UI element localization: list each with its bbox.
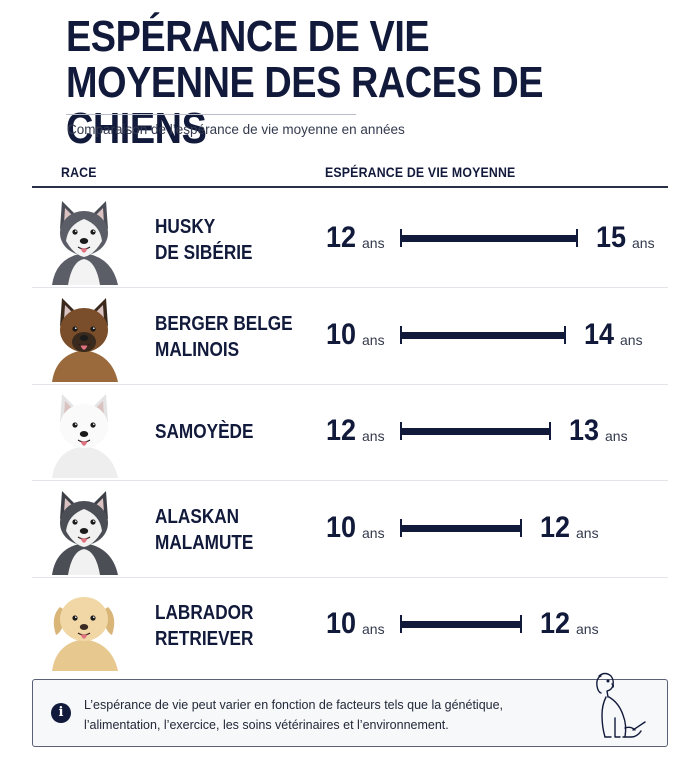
breed-name: BERGER BELGE MALINOIS [155, 311, 327, 363]
page-subtitle: Comparaison de l’espérance de vie moyenn… [67, 122, 405, 137]
min-years-value: 12 [326, 414, 357, 447]
max-years-unit: ans [576, 524, 599, 541]
dog-portrait-husky-photo [52, 201, 118, 285]
breed-name: SAMOYÈDE [155, 419, 327, 445]
info-icon: i [51, 703, 71, 723]
life-expectancy-range-bar [400, 331, 566, 339]
row-divider [32, 480, 668, 481]
life-expectancy-range-bar [400, 621, 522, 628]
dog-portrait-samoyed-photo [52, 394, 118, 478]
min-years-value: 10 [326, 510, 357, 544]
breed-row: ALASKAN MALAMUTE 10 ans 12 ans [32, 482, 668, 578]
breed-name-line: BERGER BELGE [155, 312, 293, 335]
row-divider [32, 287, 668, 288]
dog-portrait-labrador-photo [52, 597, 118, 671]
life-expectancy-range-bar [400, 428, 551, 435]
min-years-unit: ans [362, 524, 385, 541]
max-years-value: 15 [596, 221, 627, 254]
min-years-unit: ans [362, 235, 385, 251]
range-end-tick [564, 325, 566, 344]
max-years-unit: ans [620, 331, 643, 348]
life-expectancy-range-bar [400, 524, 522, 532]
min-years-unit: ans [362, 331, 385, 348]
max-years-value: 13 [569, 414, 600, 447]
min-years-unit: ans [362, 621, 385, 637]
page-title: ESPÉRANCE DE VIE MOYENNE DES RACES DE CH… [66, 12, 544, 153]
dog-portrait-malinois-photo [52, 297, 118, 382]
breed-row: BERGER BELGE MALINOIS 10 ans 14 ans [32, 289, 668, 385]
breed-name: HUSKY DE SIBÉRIE [155, 214, 327, 266]
subtitle-divider [66, 114, 356, 115]
note-text: L’espérance de vie peut varier en foncti… [84, 698, 504, 732]
min-years-value: 10 [326, 317, 357, 351]
header-divider [32, 186, 668, 188]
range-end-tick [549, 422, 551, 440]
breed-name-line: HUSKY [155, 216, 216, 238]
breed-row: HUSKY DE SIBÉRIE 12 ans 15 ans [32, 192, 668, 288]
max-years-value: 12 [540, 607, 571, 640]
breed-name: LABRADOR RETRIEVER [155, 600, 327, 652]
dog-portrait-malamute-photo [52, 490, 118, 575]
max-years-unit: ans [576, 621, 599, 637]
breed-name: ALASKAN MALAMUTE [155, 504, 327, 556]
max-years-unit: ans [632, 235, 655, 251]
breed-name-line: MALAMUTE [155, 531, 254, 554]
breed-name-line: MALINOIS [155, 338, 240, 361]
max-years-value: 12 [540, 510, 571, 544]
breed-row: SAMOYÈDE 12 ans 13 ans [32, 385, 668, 481]
max-years-unit: ans [605, 428, 628, 444]
breed-name-line: DE SIBÉRIE [155, 242, 253, 264]
column-header-life-expectancy: ESPÉRANCE DE VIE MOYENNE [325, 164, 516, 180]
breed-row: LABRADOR RETRIEVER 10 ans 12 ans [32, 578, 668, 674]
min-years-unit: ans [362, 428, 385, 444]
min-years-value: 10 [326, 607, 357, 640]
breed-name-line: ALASKAN [155, 505, 240, 528]
max-years-value: 14 [584, 317, 615, 351]
breed-name-line: LABRADOR [155, 602, 254, 624]
breed-name-line: SAMOYÈDE [155, 421, 254, 443]
range-end-tick [520, 518, 522, 537]
sitting-dog-icon [596, 672, 646, 738]
range-end-tick [520, 615, 522, 633]
life-expectancy-range-bar [400, 235, 578, 242]
min-years-value: 12 [326, 221, 357, 254]
range-end-tick [576, 229, 578, 247]
row-divider [32, 383, 668, 385]
breed-name-line: RETRIEVER [155, 628, 254, 650]
row-divider [32, 576, 668, 578]
info-note: i L’espérance de vie peut varier en fonc… [32, 672, 668, 747]
column-header-race: RACE [61, 164, 97, 180]
